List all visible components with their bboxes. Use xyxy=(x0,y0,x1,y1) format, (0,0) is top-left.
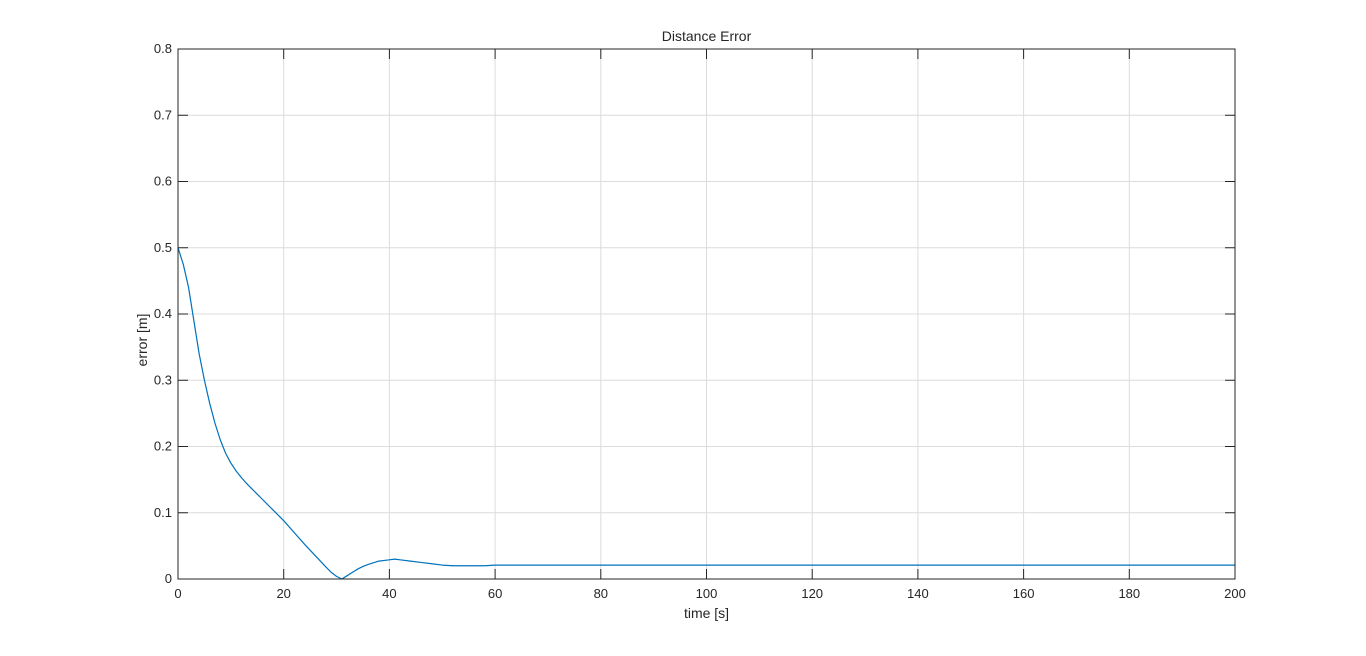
y-tick-label: 0.5 xyxy=(154,240,172,255)
x-tick-label: 200 xyxy=(1224,586,1246,601)
y-tick-label: 0.2 xyxy=(154,439,172,454)
y-tick-label: 0.3 xyxy=(154,372,172,387)
x-tick-label: 180 xyxy=(1118,586,1140,601)
y-tick-label: 0.8 xyxy=(154,41,172,56)
y-tick-label: 0.7 xyxy=(154,107,172,122)
x-tick-label: 60 xyxy=(488,586,502,601)
x-tick-label: 20 xyxy=(276,586,290,601)
y-tick-label: 0 xyxy=(165,571,172,586)
tick-labels: 0 20 40 60 80 100 120 140 160 180 200 0 0.1 0.2 0.3 0.4… xyxy=(154,41,1246,601)
x-tick-label: 160 xyxy=(1013,586,1035,601)
y-axis-label: error [m] xyxy=(134,314,150,367)
x-tick-label: 40 xyxy=(382,586,396,601)
x-tick-label: 0 xyxy=(174,586,181,601)
x-tick-label: 100 xyxy=(696,586,718,601)
grid xyxy=(177,48,1236,580)
axes-box xyxy=(177,48,1236,580)
x-tick-label: 140 xyxy=(907,586,929,601)
y-tick-label: 0.6 xyxy=(154,174,172,189)
chart-title: Distance Error xyxy=(662,28,752,44)
tick-marks xyxy=(177,48,1236,580)
x-tick-label: 80 xyxy=(594,586,608,601)
y-tick-label: 0.4 xyxy=(154,306,172,321)
y-tick-label: 0.1 xyxy=(154,505,172,520)
x-axis-label: time [s] xyxy=(684,605,729,621)
x-tick-label: 120 xyxy=(801,586,823,601)
